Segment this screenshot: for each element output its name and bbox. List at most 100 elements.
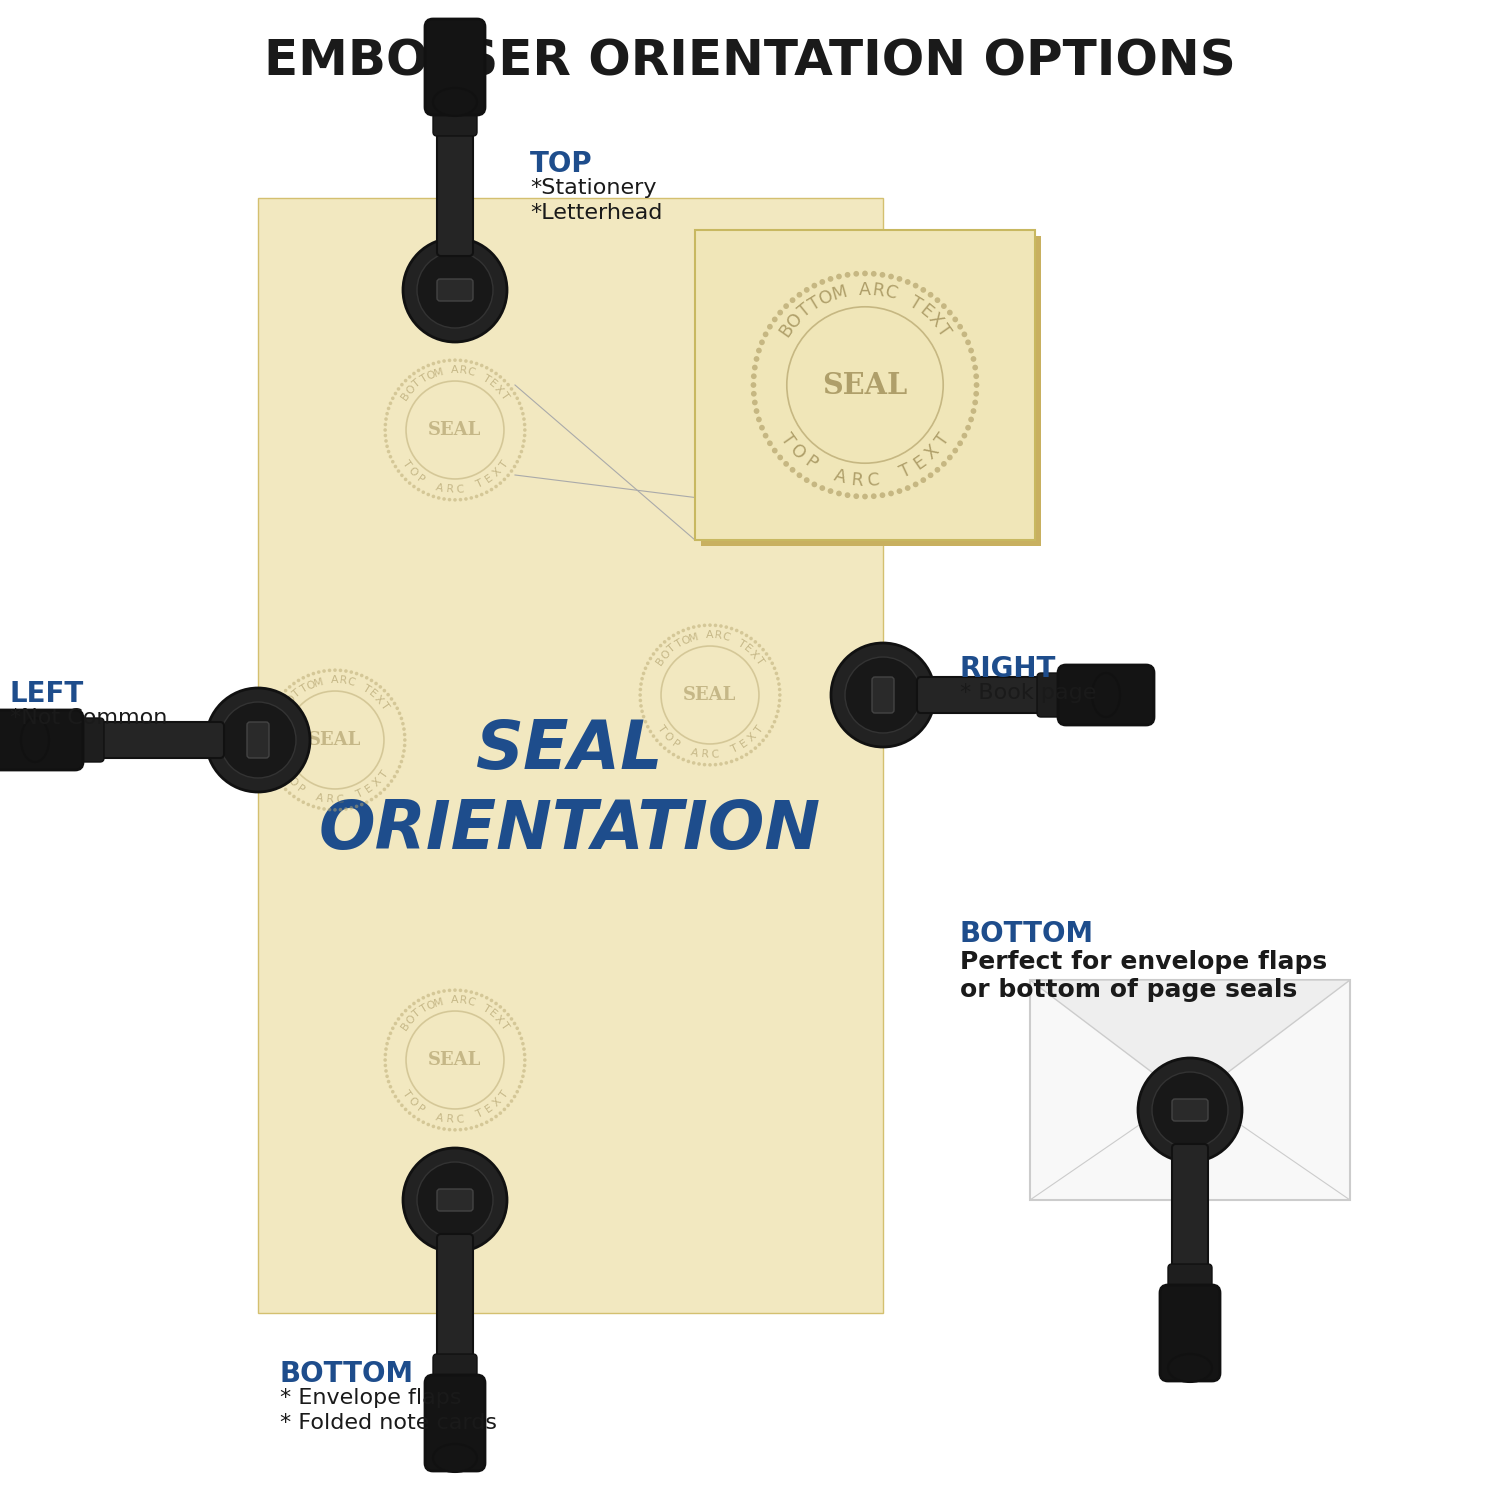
Circle shape — [288, 686, 291, 688]
Text: P: P — [416, 1102, 426, 1114]
Circle shape — [400, 382, 404, 387]
FancyBboxPatch shape — [248, 722, 268, 758]
Text: T: T — [378, 768, 390, 780]
Circle shape — [1210, 1152, 1214, 1155]
Circle shape — [480, 363, 483, 368]
Circle shape — [804, 477, 810, 483]
FancyBboxPatch shape — [433, 98, 477, 136]
Circle shape — [1214, 1150, 1216, 1152]
Circle shape — [1148, 1134, 1150, 1137]
FancyBboxPatch shape — [96, 722, 224, 758]
Circle shape — [698, 624, 700, 628]
Text: O: O — [1155, 1134, 1166, 1144]
Text: P: P — [416, 472, 426, 484]
Circle shape — [413, 1002, 416, 1005]
Circle shape — [921, 477, 926, 483]
Circle shape — [264, 728, 268, 730]
Text: or bottom of page seals: or bottom of page seals — [960, 978, 1298, 1002]
Circle shape — [753, 356, 759, 362]
Text: C: C — [466, 996, 476, 1008]
Circle shape — [464, 988, 468, 993]
Circle shape — [489, 488, 494, 492]
Circle shape — [1155, 1143, 1156, 1146]
Circle shape — [753, 640, 758, 644]
Circle shape — [964, 339, 970, 345]
Circle shape — [1200, 1062, 1203, 1064]
Circle shape — [442, 496, 446, 501]
Circle shape — [1164, 1150, 1166, 1152]
Ellipse shape — [1092, 674, 1120, 717]
Text: T: T — [1220, 1130, 1228, 1138]
Text: T: T — [795, 302, 814, 321]
Circle shape — [518, 402, 522, 405]
Circle shape — [1236, 1120, 1239, 1122]
Circle shape — [1230, 1083, 1233, 1086]
Circle shape — [297, 678, 300, 682]
Circle shape — [453, 498, 458, 501]
Text: O: O — [818, 286, 837, 309]
Circle shape — [836, 490, 842, 496]
Circle shape — [432, 495, 435, 498]
Circle shape — [436, 1126, 441, 1130]
Text: Perfect for envelope flaps: Perfect for envelope flaps — [960, 950, 1328, 974]
Circle shape — [432, 1125, 435, 1128]
FancyBboxPatch shape — [916, 676, 1046, 712]
Text: M: M — [433, 996, 444, 1008]
Circle shape — [796, 472, 802, 478]
Circle shape — [692, 626, 696, 628]
Circle shape — [752, 374, 756, 380]
Circle shape — [422, 490, 424, 494]
Circle shape — [1232, 1131, 1234, 1134]
Circle shape — [206, 688, 310, 792]
Circle shape — [292, 795, 296, 798]
Text: O: O — [406, 465, 420, 478]
Circle shape — [1180, 1156, 1184, 1160]
Text: E: E — [1209, 1138, 1218, 1149]
Circle shape — [264, 744, 267, 747]
Circle shape — [934, 466, 940, 472]
FancyBboxPatch shape — [436, 1190, 472, 1210]
Circle shape — [503, 477, 506, 482]
Circle shape — [519, 406, 524, 410]
Circle shape — [812, 482, 818, 488]
Circle shape — [480, 492, 483, 496]
Circle shape — [639, 682, 644, 686]
Circle shape — [417, 369, 420, 372]
Circle shape — [498, 482, 502, 484]
Text: E: E — [910, 453, 930, 474]
Text: T: T — [498, 459, 510, 470]
Circle shape — [714, 624, 717, 627]
Circle shape — [1197, 1060, 1198, 1064]
Circle shape — [459, 1128, 462, 1131]
Circle shape — [1155, 1074, 1156, 1077]
Circle shape — [718, 762, 723, 766]
Circle shape — [404, 738, 406, 742]
Circle shape — [276, 780, 280, 783]
Circle shape — [388, 1084, 393, 1089]
Circle shape — [436, 360, 441, 364]
Circle shape — [646, 724, 650, 729]
Circle shape — [640, 676, 644, 681]
Circle shape — [384, 1064, 387, 1068]
Circle shape — [776, 710, 780, 712]
Text: O: O — [285, 693, 298, 706]
Circle shape — [974, 374, 980, 380]
Circle shape — [672, 753, 675, 756]
Circle shape — [1232, 1086, 1234, 1089]
Circle shape — [516, 396, 519, 400]
Text: A: A — [435, 1112, 444, 1124]
Circle shape — [387, 1036, 390, 1040]
Circle shape — [1208, 1154, 1210, 1156]
Circle shape — [470, 990, 472, 994]
Text: * Folded note cards: * Folded note cards — [280, 1413, 496, 1432]
Circle shape — [360, 674, 363, 678]
FancyBboxPatch shape — [1030, 980, 1350, 1200]
Circle shape — [507, 1013, 510, 1017]
Circle shape — [387, 693, 390, 696]
Text: *Stationery: *Stationery — [530, 178, 657, 198]
Circle shape — [503, 1107, 506, 1112]
Circle shape — [914, 282, 918, 288]
Text: BOTTOM: BOTTOM — [960, 920, 1094, 948]
Circle shape — [327, 808, 332, 812]
Circle shape — [464, 1126, 468, 1131]
